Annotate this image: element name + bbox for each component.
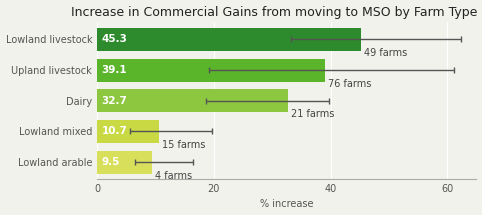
Text: 32.7: 32.7 (102, 96, 128, 106)
Text: 49 farms: 49 farms (364, 48, 408, 58)
Text: 9.5: 9.5 (102, 157, 120, 167)
Bar (97, 120, 160, 143)
Text: 45.3: 45.3 (102, 34, 128, 44)
Text: 76 farms: 76 farms (328, 79, 372, 89)
Text: 4 farms: 4 farms (155, 171, 192, 181)
Text: 21 farms: 21 farms (291, 109, 334, 119)
Bar (97, 58, 325, 81)
Text: 15 farms: 15 farms (162, 140, 206, 150)
Text: 39.1: 39.1 (102, 65, 127, 75)
Bar (97, 28, 362, 51)
X-axis label: % increase: % increase (260, 200, 313, 209)
Bar (97, 89, 288, 112)
Bar (97, 151, 152, 174)
Text: 10.7: 10.7 (102, 126, 128, 137)
Title: Increase in Commercial Gains from moving to MSO by Farm Type (%): Increase in Commercial Gains from moving… (71, 6, 482, 18)
